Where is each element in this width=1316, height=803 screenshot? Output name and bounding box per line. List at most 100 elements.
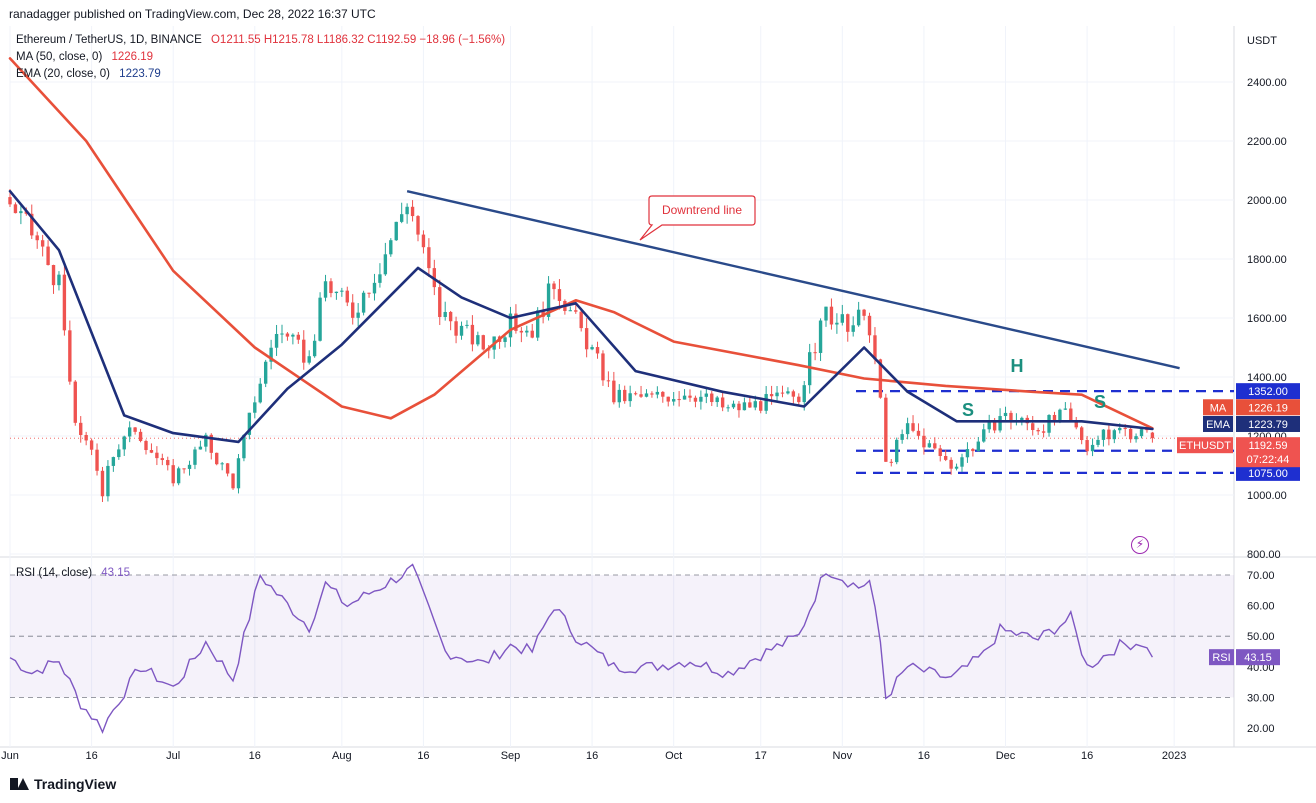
ma-label: MA (50, close, 0) [16,51,103,63]
candle-body [312,340,317,357]
candle-body [759,401,763,411]
candle-body [710,393,714,403]
candle-body [443,311,447,317]
callout-bubble [639,195,756,241]
ema-line [8,189,1154,444]
rsi-legend[interactable]: RSI (14, close) 43.15 [16,567,130,579]
published-header: ranadagger published on TradingView.com,… [9,7,376,21]
candle-body [340,290,344,292]
price-tag-name [1177,437,1233,454]
candle-body [775,392,779,397]
candle-body [351,302,355,318]
candle-body [1107,429,1111,440]
candle-body [753,401,757,408]
candle-body [693,397,698,402]
candle-body [19,211,23,214]
lightning-icon[interactable]: ⚡ [1131,536,1149,554]
candle-body [514,313,518,331]
price-tag-countdown: 07:22:44 [1247,454,1290,466]
candle-body [933,443,937,449]
candle-body [176,468,181,484]
candle-body [1074,420,1078,428]
candle-body [998,416,1002,431]
candle-body [1085,440,1089,452]
candle-body [791,391,796,397]
candles [8,188,1155,503]
candle-body [318,297,322,341]
price-tick-label: 1600.00 [1247,313,1287,325]
candle-body [345,290,349,303]
time-tick-label: Nov [833,750,853,762]
rsi-value: 43.15 [101,567,131,579]
candle-body [960,457,964,467]
candle-body [851,325,855,332]
pattern-label: S [962,400,974,420]
candle-body [938,448,942,457]
pattern-label: S [1094,392,1106,412]
rsi-tick-label: 30.00 [1247,692,1275,704]
candle-body [68,330,72,382]
symbol-name[interactable]: Ethereum / TetherUS, 1D, BINANCE [16,34,202,46]
price-tick-label: 2400.00 [1247,77,1287,89]
candle-body [748,402,752,408]
candle-body [280,333,284,335]
candle-body [530,330,534,338]
candle-body [595,347,600,354]
price-tag-value-text: 1226.19 [1248,402,1288,414]
tradingview-logo[interactable]: TradingView [10,776,116,792]
moving-averages [8,57,1154,444]
candle-body [106,465,110,497]
candle-body [666,396,670,402]
level-tag-text: 1075.00 [1248,468,1288,480]
candle-body [1101,429,1106,440]
candle-body [416,216,420,235]
candle-body [258,383,262,403]
candle-body [623,389,627,402]
candle-body [671,399,676,402]
time-tick-label: 2023 [1162,750,1186,762]
price-tag-name-text: ETHUSDT [1179,440,1231,452]
price-tag-value [1236,415,1300,432]
candle-body [557,289,562,301]
candle-body [900,434,904,440]
candle-body [862,309,866,316]
candle-body [160,458,165,461]
candle-body [846,314,850,332]
candle-body [30,213,34,236]
time-tick-label: Dec [996,750,1016,762]
candle-body [769,394,774,397]
ma-legend[interactable]: MA (50, close, 0) 1226.19 [16,51,153,63]
candle-body [225,463,230,474]
time-tick-label: Jun [1,750,19,762]
candle-body [943,456,948,460]
rsi-tag [1209,649,1234,666]
callout-text: Downtrend line [662,203,742,217]
candle-body [780,392,785,394]
candle-body [323,281,328,298]
time-tick-label: Sep [501,750,521,762]
candle-body [1052,414,1057,421]
candle-body [519,330,524,333]
candle-body [231,473,235,489]
candle-body [1128,428,1133,440]
candle-body [62,274,67,331]
ema-legend[interactable]: EMA (20, close, 0) 1223.79 [16,68,161,80]
candle-body [291,334,295,337]
candle-body [1031,423,1035,431]
candle-body [465,324,469,326]
candle-body [878,359,883,398]
candle-body [459,325,464,336]
candle-body [1003,412,1008,417]
candle-body [51,265,56,286]
candle-body [699,396,703,402]
price-tag-name [1203,415,1233,432]
candle-body [677,399,681,401]
candle-body [8,197,12,205]
candle-body [378,274,382,283]
rsi-tick-label: 20.00 [1247,723,1275,735]
candle-body [399,214,404,222]
candle-body [334,291,339,294]
candle-body [737,403,741,411]
level-tag [1236,383,1300,400]
candle-body [389,240,393,255]
